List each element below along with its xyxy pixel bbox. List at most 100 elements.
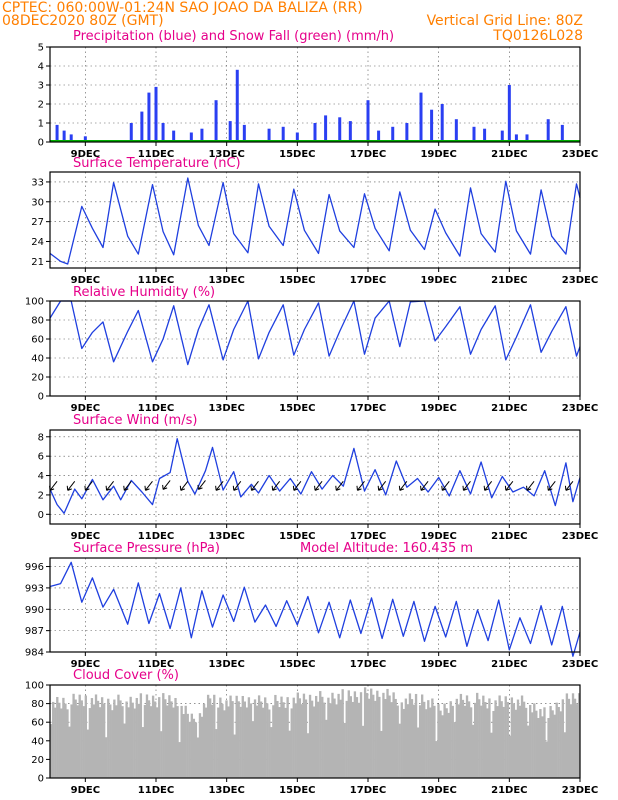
wind-arrow-head <box>357 488 362 491</box>
wind-arrow-head <box>504 485 507 491</box>
wind-arrow-shaft <box>123 481 132 491</box>
wind-arrow-shaft <box>145 481 153 491</box>
cloud-bar <box>510 697 514 778</box>
precip-bar <box>140 111 144 142</box>
wind-arrow-head <box>197 484 199 490</box>
cloud-bar <box>345 700 348 778</box>
cloud-bar <box>268 709 271 778</box>
wind-arrow-head <box>526 488 532 491</box>
precip-bar <box>313 123 317 142</box>
cloud-bar <box>52 701 55 778</box>
cloud-bar <box>494 700 497 778</box>
precip-bar <box>147 92 151 142</box>
cloud-bar <box>98 707 102 778</box>
wind-arrow-head <box>526 485 528 491</box>
cloud-bar <box>227 706 230 778</box>
cloud-bar <box>255 705 259 778</box>
humidity-ytick-label: 100 <box>25 297 44 308</box>
wind-arrow-head <box>505 488 511 491</box>
temp-xtick-label: 21DEC <box>491 275 527 286</box>
cloud-bar <box>184 705 187 778</box>
wind-arrow <box>123 481 132 491</box>
cloud-bar <box>361 725 365 778</box>
cloud-bar <box>402 708 405 778</box>
wind-arrow-head <box>272 488 277 491</box>
wind-arrow <box>441 481 450 491</box>
precip-bar <box>507 85 511 142</box>
pressure-xtick-label: 15DEC <box>279 659 315 670</box>
cloud-bar <box>113 699 116 778</box>
cloud-bar <box>66 709 69 778</box>
wind-arrow <box>564 481 574 491</box>
precip-bar <box>189 132 193 142</box>
cloud-bar <box>109 704 112 778</box>
wind-arrow <box>335 481 344 491</box>
wind-arrow <box>377 481 387 491</box>
pressure-xtick-label: 17DEC <box>350 659 386 670</box>
cloud-bar <box>111 710 114 778</box>
wind-arrow-head <box>67 488 72 491</box>
cloud-bar <box>121 706 124 778</box>
cloud-bar <box>518 705 522 778</box>
wind-arrow-head <box>124 488 129 491</box>
precip-bar <box>129 123 133 142</box>
cloud-bar <box>278 707 281 778</box>
cloud-bar <box>384 698 387 778</box>
wind-arrow-head <box>180 488 185 491</box>
cloud-bar <box>251 721 255 778</box>
cloud-bar <box>190 713 193 778</box>
precip-bar <box>242 124 246 142</box>
cloud-xtick-label: 17DEC <box>350 785 386 796</box>
cloud-bar <box>498 695 501 778</box>
wind-arrow-shaft <box>49 481 58 491</box>
precip-bar <box>295 132 299 142</box>
cloud-bar <box>68 726 71 778</box>
cloud-bar <box>213 694 216 778</box>
cloud-bar <box>341 689 344 778</box>
wind-xtick-label: 17DEC <box>350 531 386 542</box>
wind-arrow-head <box>271 485 274 491</box>
wind-arrow-head <box>314 488 320 491</box>
cloud-bar <box>394 698 397 778</box>
header-model-id: TQ0126L028 <box>492 28 583 44</box>
wind-arrow-shaft <box>85 481 93 491</box>
cloud-frame <box>49 684 581 779</box>
cloud-bar <box>425 709 428 778</box>
cloud-bar <box>262 707 265 778</box>
precip-xtick-label: 23DEC <box>562 149 598 160</box>
cloud-bar <box>427 700 430 778</box>
cloud-bar <box>180 705 183 778</box>
cloud-bar <box>296 692 299 778</box>
cloud-bar <box>461 699 465 778</box>
cloud-bar <box>319 691 322 778</box>
wind-arrow-head <box>233 488 238 491</box>
wind-arrow-shaft <box>463 481 471 491</box>
wind-xtick-label: 23DEC <box>562 531 598 542</box>
wind-arrow-shaft <box>378 481 387 491</box>
cloud-bar <box>363 687 367 778</box>
precip-bar <box>161 123 165 142</box>
precip-title: Precipitation (blue) and Snow Fall (gree… <box>73 29 394 44</box>
precip-ytick-label: 2 <box>38 100 44 111</box>
precip-xtick-label: 13DEC <box>208 149 244 160</box>
cloud-bar <box>343 722 346 778</box>
temp-ytick-label: 24 <box>31 237 44 248</box>
cloud-bar <box>355 697 359 778</box>
cloud-bar <box>435 741 438 778</box>
cloud-bar <box>471 724 475 778</box>
cloud-bar <box>514 709 518 778</box>
cloud-bar <box>86 729 90 778</box>
humidity-xtick-label: 11DEC <box>138 403 174 414</box>
cloud-bar <box>549 705 552 778</box>
wind-arrow <box>179 481 189 491</box>
wind-arrow-head <box>162 484 164 490</box>
cloud-bar <box>441 715 444 778</box>
cloud-bar <box>202 703 206 778</box>
cloud-bar <box>276 701 279 778</box>
temp-ytick-label: 21 <box>31 257 44 268</box>
cloud-bar <box>164 699 167 778</box>
model-altitude: Model Altitude: 160.435 m <box>300 541 473 556</box>
wind-arrow-head <box>179 485 182 491</box>
wind-arrow-shaft <box>198 480 206 490</box>
cloud-bar <box>561 699 564 778</box>
